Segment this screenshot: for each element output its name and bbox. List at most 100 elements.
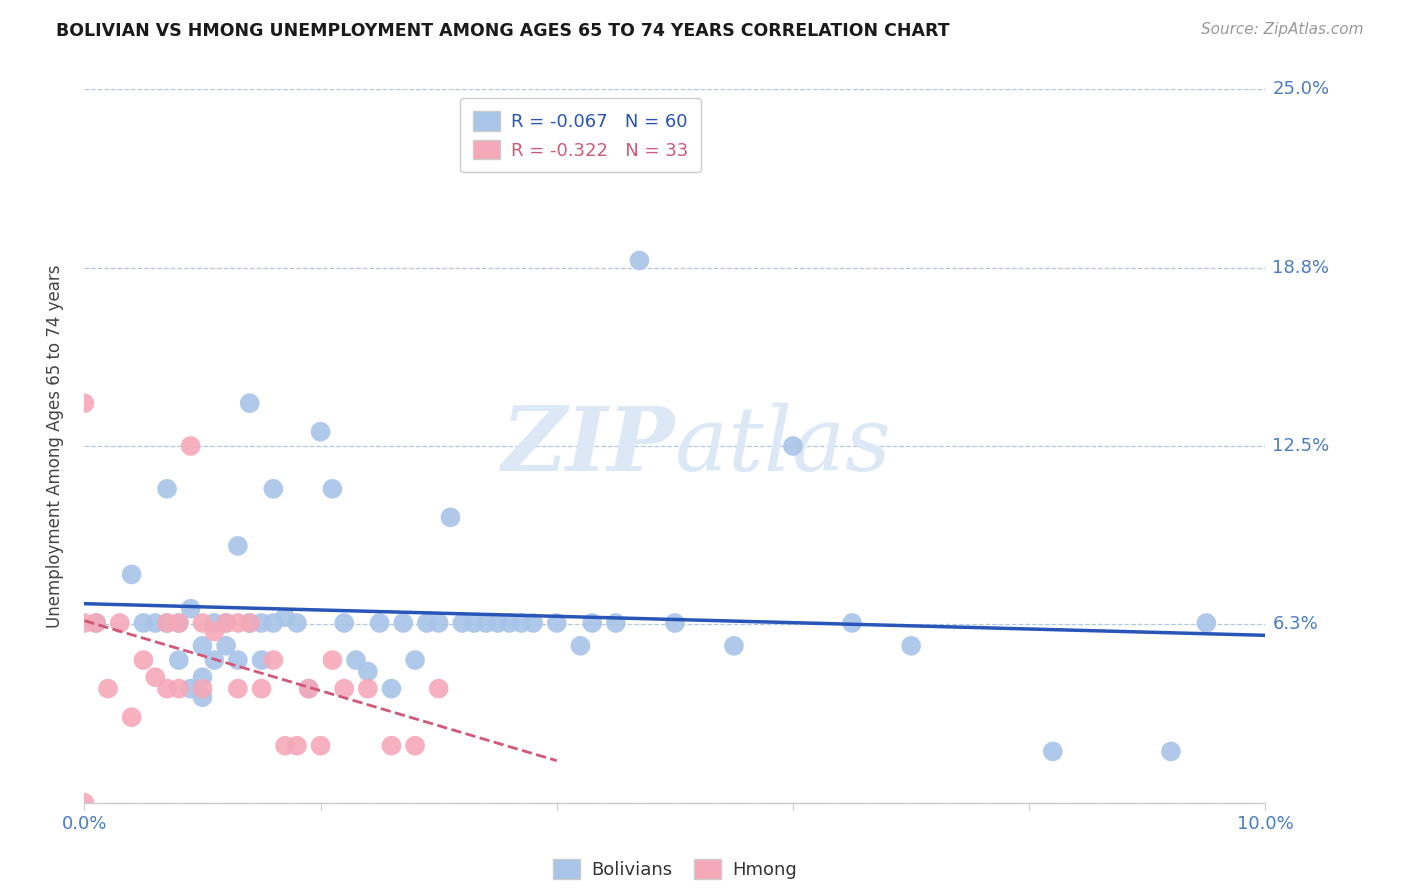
Point xyxy=(156,681,179,696)
Point xyxy=(333,681,356,696)
Text: BOLIVIAN VS HMONG UNEMPLOYMENT AMONG AGES 65 TO 74 YEARS CORRELATION CHART: BOLIVIAN VS HMONG UNEMPLOYMENT AMONG AGE… xyxy=(56,22,950,40)
Point xyxy=(723,639,745,653)
Point xyxy=(167,615,190,630)
Point xyxy=(298,681,321,696)
Point xyxy=(782,439,804,453)
Text: 12.5%: 12.5% xyxy=(1272,437,1330,455)
Point xyxy=(180,601,202,615)
Point xyxy=(569,639,592,653)
Point xyxy=(510,615,533,630)
Point xyxy=(357,681,380,696)
Point xyxy=(202,615,225,630)
Point xyxy=(274,739,297,753)
Point xyxy=(84,615,107,630)
Point xyxy=(226,681,249,696)
Point xyxy=(581,615,603,630)
Point xyxy=(309,739,332,753)
Point xyxy=(143,670,166,684)
Point xyxy=(226,615,249,630)
Point xyxy=(191,670,214,684)
Point xyxy=(191,615,214,630)
Point xyxy=(309,425,332,439)
Point xyxy=(900,639,922,653)
Point xyxy=(121,710,143,724)
Point xyxy=(73,396,96,410)
Point xyxy=(546,615,568,630)
Point xyxy=(215,615,238,630)
Point xyxy=(664,615,686,630)
Point xyxy=(427,681,450,696)
Point xyxy=(498,615,520,630)
Point xyxy=(486,615,509,630)
Point xyxy=(1195,615,1218,630)
Point xyxy=(298,681,321,696)
Point xyxy=(274,610,297,624)
Point xyxy=(628,253,651,268)
Point xyxy=(380,681,402,696)
Text: 18.8%: 18.8% xyxy=(1272,259,1330,277)
Point xyxy=(191,690,214,705)
Point xyxy=(1042,744,1064,758)
Point xyxy=(380,739,402,753)
Point xyxy=(180,439,202,453)
Point xyxy=(439,510,461,524)
Point xyxy=(321,482,343,496)
Text: 6.3%: 6.3% xyxy=(1272,615,1319,633)
Point xyxy=(73,615,96,630)
Point xyxy=(285,615,308,630)
Point xyxy=(262,653,284,667)
Point xyxy=(226,653,249,667)
Point xyxy=(392,615,415,630)
Point xyxy=(344,653,367,667)
Point xyxy=(321,653,343,667)
Point xyxy=(250,615,273,630)
Point xyxy=(202,653,225,667)
Point xyxy=(97,681,120,696)
Point xyxy=(404,653,426,667)
Point xyxy=(167,653,190,667)
Y-axis label: Unemployment Among Ages 65 to 74 years: Unemployment Among Ages 65 to 74 years xyxy=(45,264,63,628)
Text: atlas: atlas xyxy=(675,402,890,490)
Point xyxy=(132,615,155,630)
Point xyxy=(841,615,863,630)
Point xyxy=(132,653,155,667)
Point xyxy=(416,615,439,630)
Point xyxy=(156,615,179,630)
Point xyxy=(475,615,498,630)
Text: ZIP: ZIP xyxy=(502,403,675,489)
Point xyxy=(250,653,273,667)
Point xyxy=(1160,744,1182,758)
Point xyxy=(108,615,131,630)
Point xyxy=(368,615,391,630)
Point xyxy=(427,615,450,630)
Point xyxy=(239,396,262,410)
Point xyxy=(463,615,485,630)
Point xyxy=(262,615,284,630)
Point xyxy=(202,624,225,639)
Point xyxy=(285,739,308,753)
Point xyxy=(167,681,190,696)
Point xyxy=(357,665,380,679)
Text: Source: ZipAtlas.com: Source: ZipAtlas.com xyxy=(1201,22,1364,37)
Point xyxy=(156,482,179,496)
Point xyxy=(239,615,262,630)
Point xyxy=(84,615,107,630)
Point xyxy=(121,567,143,582)
Point xyxy=(215,615,238,630)
Point xyxy=(73,796,96,810)
Point xyxy=(167,615,190,630)
Point xyxy=(404,739,426,753)
Text: 25.0%: 25.0% xyxy=(1272,80,1330,98)
Point xyxy=(143,615,166,630)
Point xyxy=(180,681,202,696)
Point xyxy=(191,639,214,653)
Point xyxy=(522,615,544,630)
Point xyxy=(156,615,179,630)
Point xyxy=(451,615,474,630)
Point xyxy=(226,539,249,553)
Point xyxy=(239,615,262,630)
Legend: Bolivians, Hmong: Bolivians, Hmong xyxy=(546,852,804,887)
Point xyxy=(605,615,627,630)
Point xyxy=(191,681,214,696)
Point xyxy=(262,482,284,496)
